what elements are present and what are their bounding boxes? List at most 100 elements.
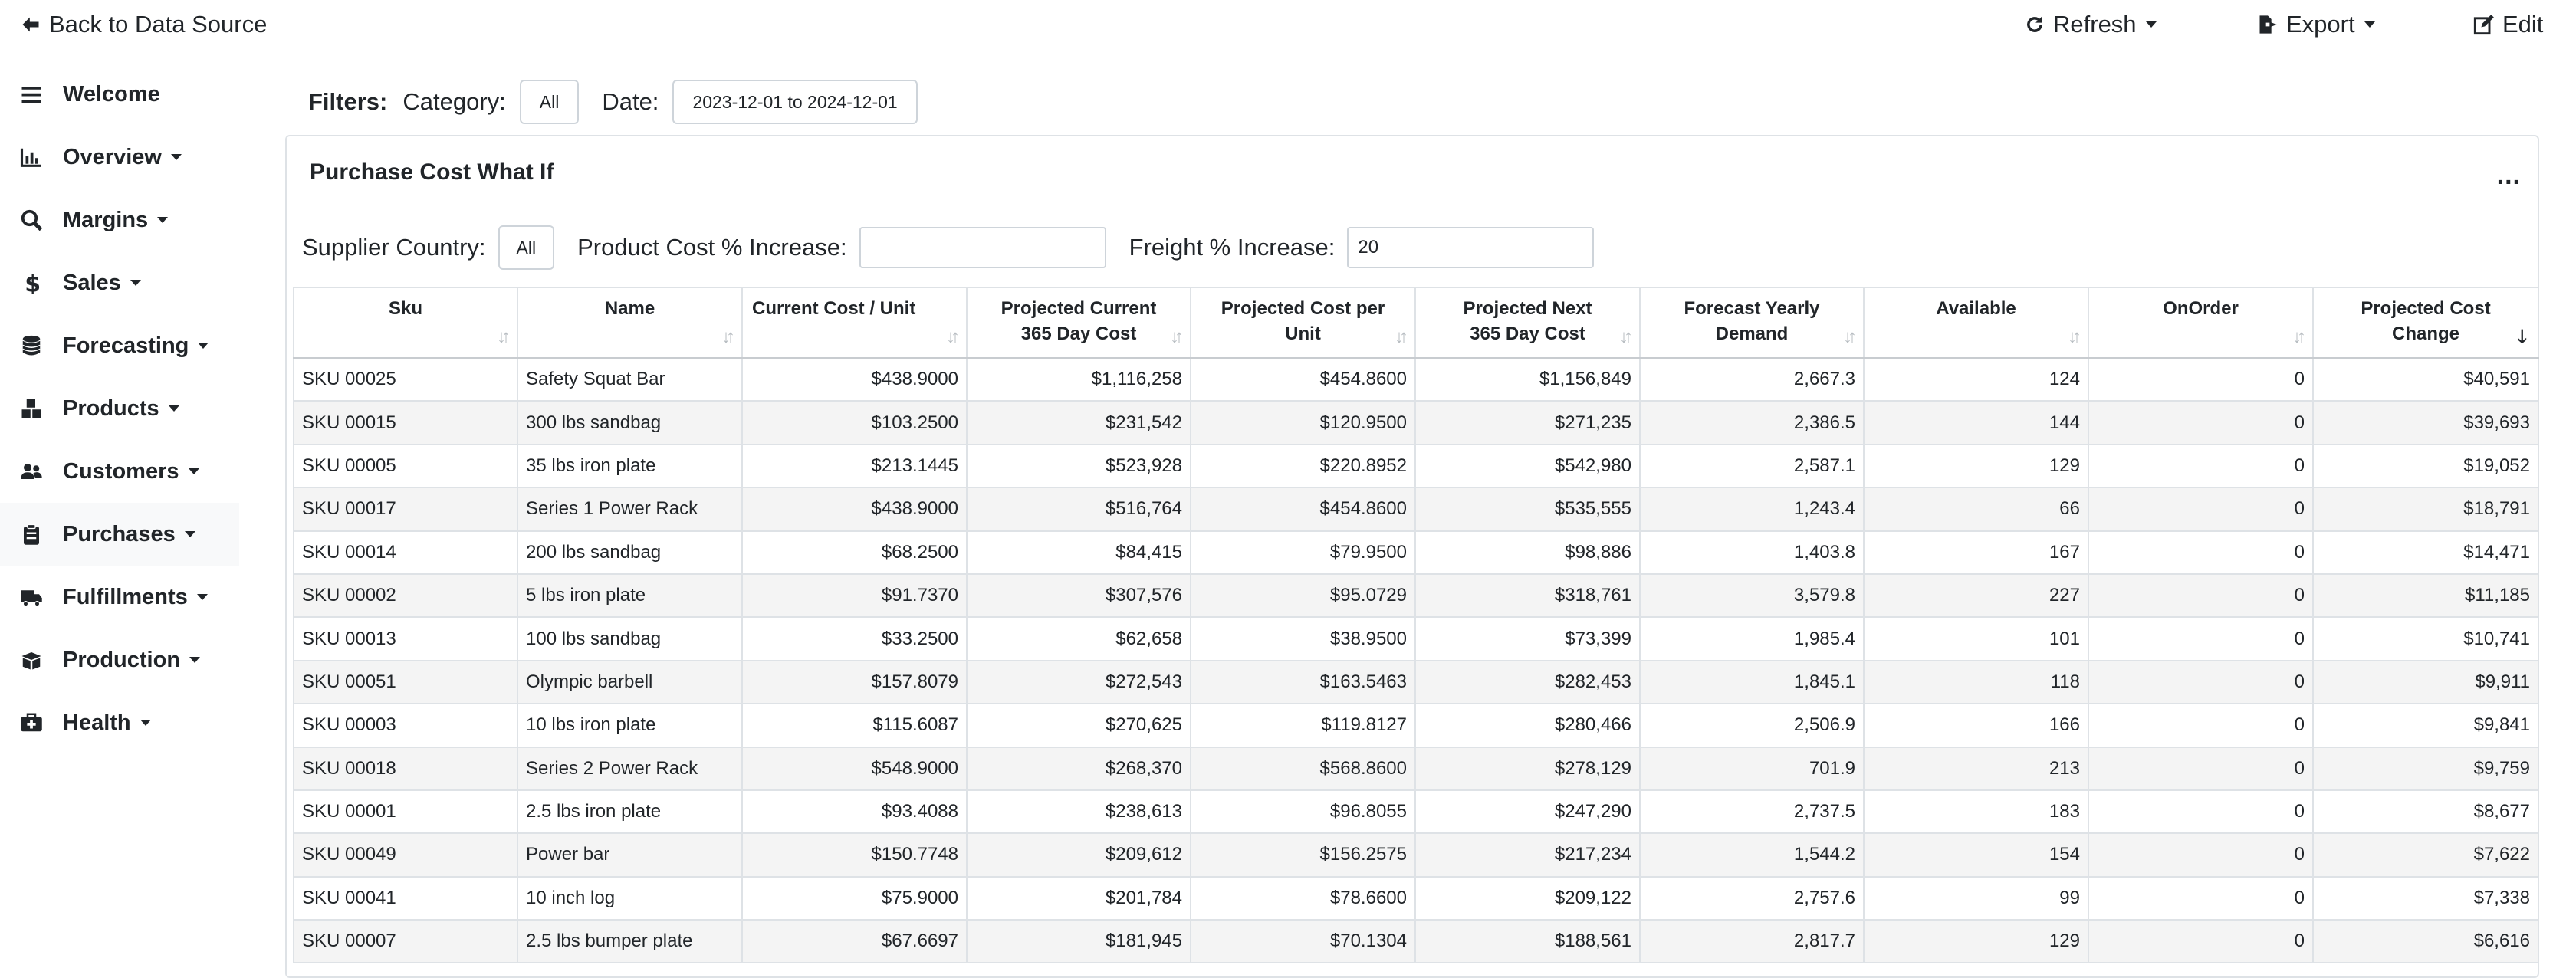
svg-text:$: $ [25, 271, 41, 294]
projected-current-cost-cell: $62,658 [966, 616, 1191, 661]
sort-icon[interactable]: ↓↑ [2068, 326, 2082, 347]
available-cell: 129 [1863, 443, 2089, 489]
sort-icon[interactable]: ↓↑ [1843, 326, 1857, 347]
sidebar-item-health[interactable]: Health [0, 691, 239, 754]
column-header-label: Projected Next [1463, 298, 1592, 319]
sku-cell: SKU 00015 [293, 400, 518, 445]
projected-cost-per-unit-cell: $163.5463 [1190, 659, 1416, 705]
column-header-forecast-yearly-demand[interactable]: Forecast Yearly Demand ↓↑ [1639, 287, 1865, 359]
projected-current-cost-cell: $272,543 [966, 659, 1191, 705]
table-row: SKU 00018 Series 2 Power Rack $548.9000 $26… [293, 746, 2539, 791]
onorder-cell: 0 [2088, 789, 2314, 835]
product-cost-increase-label: Product Cost % Increase: [577, 234, 847, 261]
chevron-down-icon [188, 468, 199, 474]
sort-desc-icon[interactable]: 🡓 [2517, 326, 2527, 347]
sort-icon[interactable]: ↓↑ [721, 326, 735, 347]
projected-cost-change-cell: $9,911 [2312, 659, 2539, 705]
refresh-button[interactable]: Refresh [2024, 11, 2157, 38]
projected-next-cost-cell: $217,234 [1414, 832, 1641, 878]
refresh-label: Refresh [2053, 11, 2137, 38]
projected-next-cost-cell: $535,555 [1414, 487, 1641, 532]
column-header-available[interactable]: Available ↓↑ [1863, 287, 2089, 359]
purchase-cost-what-if-card: Purchase Cost What If ... Supplier Count… [285, 135, 2539, 978]
sidebar-item-customers[interactable]: Customers [0, 440, 239, 503]
projected-cost-per-unit-cell: $454.8600 [1190, 487, 1416, 532]
projected-cost-per-unit-cell: $568.8600 [1190, 746, 1416, 791]
product-cost-increase-input[interactable] [859, 227, 1106, 268]
name-cell: Series 2 Power Rack [517, 746, 743, 791]
users-icon [18, 458, 44, 484]
name-cell: 10 lbs iron plate [517, 703, 743, 748]
column-header-name[interactable]: Name ↓↑ [517, 287, 743, 359]
table-body: SKU 00025 Safety Squat Bar $438.9000 $1,116… [293, 356, 2539, 964]
sidebar-item-forecasting[interactable]: Forecasting [0, 314, 239, 377]
sidebar-item-fulfillments[interactable]: Fulfillments [0, 566, 239, 628]
column-header-label: Demand [1715, 323, 1789, 344]
date-filter-button[interactable]: 2023-12-01 to 2024-12-01 [672, 80, 918, 124]
projected-current-cost-cell: $181,945 [966, 919, 1191, 964]
purchase-cost-table: Sku ↓↑ Name ↓↑ Current Cost / Unit ↓↑ Proje… [293, 287, 2539, 964]
onorder-cell: 0 [2088, 659, 2314, 705]
back-to-data-source-link[interactable]: Back to Data Source [20, 11, 267, 38]
sort-icon[interactable]: ↓↑ [1395, 326, 1408, 347]
column-header-onorder[interactable]: OnOrder ↓↑ [2088, 287, 2314, 359]
name-cell: Safety Squat Bar [517, 356, 743, 402]
column-header-projected-cost-per-unit[interactable]: Projected Cost per Unit ↓↑ [1190, 287, 1416, 359]
table-row: SKU 00015 300 lbs sandbag $103.2500 $231,54… [293, 400, 2539, 445]
projected-cost-change-cell: $19,052 [2312, 443, 2539, 489]
category-filter-button[interactable]: All [519, 80, 580, 124]
projected-next-cost-cell: $278,129 [1414, 746, 1641, 791]
sort-icon[interactable]: ↓↑ [2292, 326, 2306, 347]
column-header-projected-cost-change[interactable]: Projected Cost Change 🡓 [2312, 287, 2539, 359]
column-header-sku[interactable]: Sku ↓↑ [293, 287, 518, 359]
current-cost-cell: $548.9000 [741, 746, 968, 791]
table-row: SKU 00051 Olympic barbell $157.8079 $272,54… [293, 659, 2539, 705]
available-cell: 124 [1863, 356, 2089, 402]
sidebar-item-sales[interactable]: $ Sales [0, 251, 239, 314]
export-button[interactable]: Export [2257, 11, 2375, 38]
sidebar-item-production[interactable]: Production [0, 628, 239, 691]
sort-icon[interactable]: ↓↑ [1170, 326, 1184, 347]
sku-cell: SKU 00017 [293, 487, 518, 532]
column-header-label: Change [2391, 323, 2459, 344]
column-header-projected-next-cost[interactable]: Projected Next 365 Day Cost ↓↑ [1414, 287, 1641, 359]
sku-cell: SKU 00018 [293, 746, 518, 791]
column-header-projected-current-cost[interactable]: Projected Current 365 Day Cost ↓↑ [966, 287, 1191, 359]
supplier-country-button[interactable]: All [498, 225, 555, 270]
sort-icon[interactable]: ↓↑ [946, 326, 960, 347]
sort-icon[interactable]: ↓↑ [1619, 326, 1633, 347]
arrow-left-icon [22, 17, 39, 32]
sidebar-item-purchases[interactable]: Purchases [0, 503, 239, 566]
projected-current-cost-cell: $209,612 [966, 832, 1191, 878]
projected-cost-change-cell: $6,616 [2312, 919, 2539, 964]
card-menu-button[interactable]: ... [2496, 161, 2521, 190]
sidebar-item-margins[interactable]: Margins [0, 189, 239, 251]
dollar-icon: $ [18, 270, 44, 296]
name-cell: 300 lbs sandbag [517, 400, 743, 445]
table-row: SKU 00017 Series 1 Power Rack $438.9000 $51… [293, 487, 2539, 532]
chevron-down-icon [168, 405, 179, 412]
edit-button[interactable]: Edit [2473, 11, 2543, 38]
column-header-label: 365 Day Cost [1020, 323, 1137, 344]
name-cell: 100 lbs sandbag [517, 616, 743, 661]
onorder-cell: 0 [2088, 487, 2314, 532]
sidebar-item-products[interactable]: Products [0, 377, 239, 440]
forecast-demand-cell: 2,506.9 [1639, 703, 1865, 748]
top-bar: Back to Data Source Refresh Export Edit [0, 0, 2576, 52]
sidebar-item-welcome[interactable]: Welcome [0, 63, 239, 126]
forecast-demand-cell: 2,587.1 [1639, 443, 1865, 489]
projected-current-cost-cell: $201,784 [966, 875, 1191, 921]
current-cost-cell: $33.2500 [741, 616, 968, 661]
sort-icon[interactable]: ↓↑ [497, 326, 511, 347]
freight-increase-label: Freight % Increase: [1129, 234, 1336, 261]
bars-icon [18, 81, 44, 107]
sidebar-item-overview[interactable]: Overview [0, 126, 239, 189]
available-cell: 183 [1863, 789, 2089, 835]
available-cell: 213 [1863, 746, 2089, 791]
available-cell: 99 [1863, 875, 2089, 921]
projected-next-cost-cell: $280,466 [1414, 703, 1641, 748]
table-row: SKU 00003 10 lbs iron plate $115.6087 $270,… [293, 703, 2539, 748]
current-cost-cell: $75.9000 [741, 875, 968, 921]
freight-increase-input[interactable] [1347, 227, 1595, 268]
column-header-current-cost-unit[interactable]: Current Cost / Unit ↓↑ [741, 287, 968, 359]
